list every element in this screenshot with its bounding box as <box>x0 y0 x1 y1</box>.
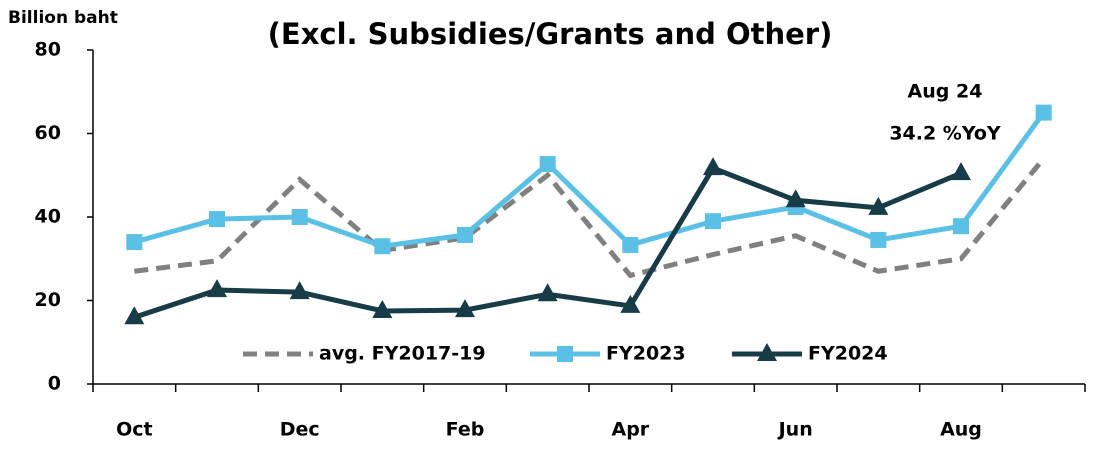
legend-marker <box>557 346 573 362</box>
y-axis-label: Billion baht <box>8 8 118 28</box>
y-tick-label: 0 <box>48 373 61 395</box>
point <box>620 294 641 313</box>
x-tick-label: Aug <box>940 419 982 441</box>
series-line <box>133 111 1046 249</box>
point <box>539 155 556 172</box>
point <box>537 283 558 302</box>
legend-marker <box>757 343 777 361</box>
annotation: 34.2 %YoY <box>889 123 1001 145</box>
point <box>622 236 639 253</box>
x-tick-label: Feb <box>446 419 485 441</box>
point <box>207 279 227 298</box>
point <box>705 213 721 230</box>
point <box>457 226 473 243</box>
legend-label: avg. FY2017-19 <box>319 343 486 365</box>
point <box>374 238 391 255</box>
point <box>126 234 143 251</box>
y-tick-label: 20 <box>35 289 61 311</box>
y-tick-label: 80 <box>35 39 61 61</box>
x-tick-label: Oct <box>116 419 153 441</box>
point <box>289 281 310 300</box>
point <box>951 162 971 181</box>
point <box>209 211 225 228</box>
point <box>870 231 887 248</box>
point <box>868 196 889 215</box>
y-tick-label: 60 <box>35 122 61 144</box>
point <box>953 218 969 235</box>
point <box>124 306 145 325</box>
point <box>1035 104 1052 121</box>
x-tick-label: Apr <box>611 419 649 441</box>
series-line <box>134 156 1046 279</box>
legend-label: FY2024 <box>808 343 888 365</box>
legend-label: FY2023 <box>606 343 686 365</box>
point <box>291 209 308 225</box>
point <box>455 299 475 318</box>
point <box>785 189 806 208</box>
chart-title: (Excl. Subsidies/Grants and Other) <box>268 17 833 51</box>
annotation: Aug 24 <box>908 81 983 103</box>
y-tick-label: 40 <box>35 206 61 228</box>
point <box>703 157 723 176</box>
x-tick-label: Dec <box>280 419 320 441</box>
point <box>372 299 393 318</box>
x-tick-label: Jun <box>777 419 813 441</box>
